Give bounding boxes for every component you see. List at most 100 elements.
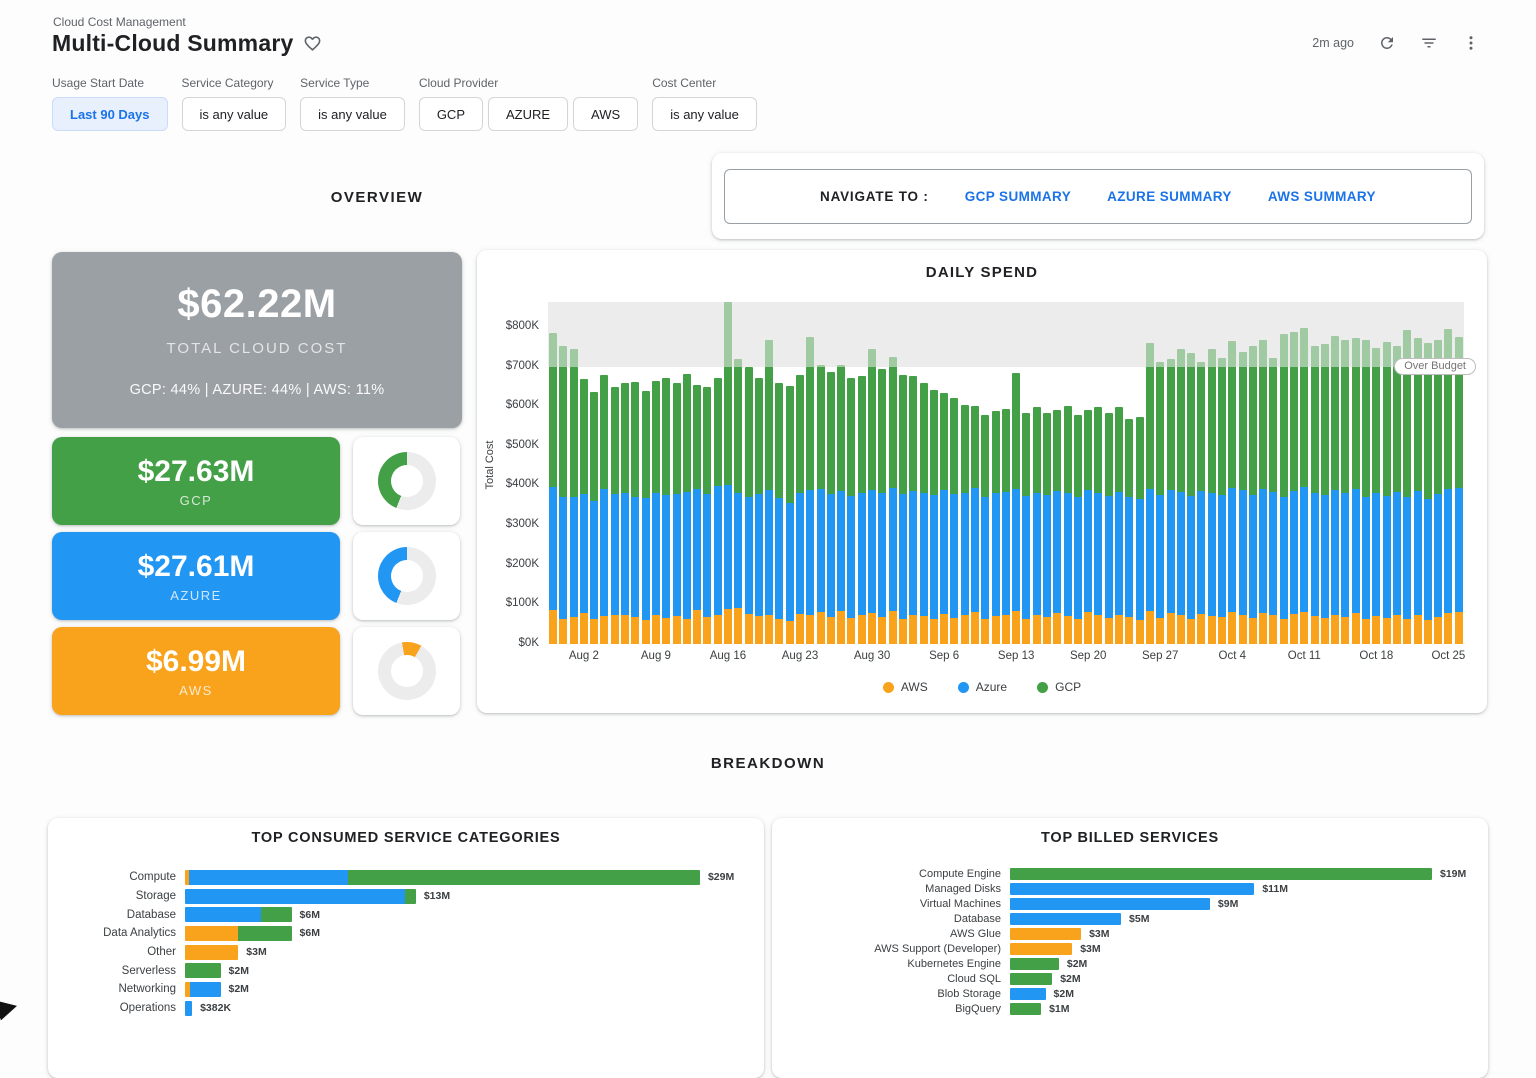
daily-bar[interactable] — [1207, 348, 1216, 644]
daily-bar[interactable] — [796, 374, 804, 644]
daily-bar[interactable] — [1269, 357, 1278, 644]
favorite-heart-icon[interactable] — [303, 34, 322, 53]
daily-bar[interactable] — [1197, 361, 1206, 644]
daily-bar[interactable] — [734, 359, 743, 644]
azure-segment[interactable] — [185, 907, 262, 923]
daily-bar[interactable] — [950, 398, 959, 644]
daily-bar[interactable] — [888, 357, 897, 644]
daily-bar[interactable] — [1259, 339, 1268, 644]
daily-bar[interactable] — [1320, 343, 1329, 644]
filter-button-azure[interactable]: AZURE — [487, 97, 569, 131]
filter-button-is-any-value[interactable]: is any value — [181, 97, 287, 131]
daily-bar[interactable] — [662, 378, 671, 644]
daily-bar[interactable] — [1423, 342, 1432, 644]
azure-segment[interactable] — [1010, 882, 1255, 895]
gcp-segment[interactable] — [1010, 1003, 1042, 1016]
daily-bar[interactable] — [1115, 407, 1124, 644]
nav-link-azure-summary[interactable]: AZURE SUMMARY — [1107, 189, 1232, 204]
daily-bar[interactable] — [754, 377, 763, 644]
gcp-segment[interactable] — [405, 888, 416, 904]
daily-bar[interactable] — [1392, 346, 1401, 644]
filter-button-aws[interactable]: AWS — [573, 97, 639, 131]
daily-bar[interactable] — [1444, 328, 1453, 644]
daily-bar[interactable] — [713, 377, 722, 644]
daily-bar[interactable] — [693, 384, 702, 644]
gcp-segment[interactable] — [1010, 973, 1053, 986]
daily-bar[interactable] — [1001, 408, 1010, 644]
azure-segment[interactable] — [188, 869, 349, 885]
daily-bar[interactable] — [929, 390, 938, 644]
daily-bar[interactable] — [785, 385, 794, 644]
aws-segment[interactable] — [1010, 943, 1073, 956]
daily-bar[interactable] — [775, 383, 784, 644]
daily-bar[interactable] — [744, 367, 753, 644]
daily-bar[interactable] — [970, 406, 979, 644]
daily-bar[interactable] — [857, 376, 866, 644]
gcp-segment[interactable] — [185, 963, 221, 979]
daily-bar[interactable] — [631, 382, 640, 644]
daily-bar[interactable] — [682, 374, 691, 644]
aws-segment[interactable] — [185, 981, 191, 997]
aws-segment[interactable] — [185, 925, 239, 941]
daily-bar[interactable] — [1145, 342, 1154, 644]
gcp-segment[interactable] — [261, 907, 292, 923]
daily-bar[interactable] — [1053, 410, 1062, 644]
daily-bar[interactable] — [1290, 331, 1299, 644]
daily-bar[interactable] — [1279, 334, 1288, 644]
daily-bar[interactable] — [878, 368, 887, 644]
daily-bar[interactable] — [641, 391, 650, 644]
nav-link-aws-summary[interactable]: AWS SUMMARY — [1267, 189, 1376, 204]
gcp-segment[interactable] — [1010, 867, 1432, 880]
daily-bar[interactable] — [549, 332, 557, 644]
azure-segment[interactable] — [1010, 912, 1122, 925]
daily-bar[interactable] — [1372, 347, 1381, 644]
daily-bar[interactable] — [847, 377, 856, 644]
daily-bar[interactable] — [919, 383, 928, 644]
daily-bar[interactable] — [621, 383, 630, 644]
daily-bar[interactable] — [1063, 406, 1072, 644]
refresh-icon[interactable] — [1378, 34, 1396, 52]
daily-bar[interactable] — [1310, 346, 1319, 644]
aws-segment[interactable] — [1010, 927, 1082, 940]
daily-bar[interactable] — [1300, 327, 1309, 644]
daily-bar[interactable] — [765, 340, 774, 644]
daily-bar[interactable] — [1238, 351, 1247, 644]
filter-button-is-any-value[interactable]: is any value — [300, 97, 405, 131]
filter-button-last-90-days[interactable]: Last 90 Days — [52, 97, 168, 131]
filter-button-gcp[interactable]: GCP — [418, 97, 483, 131]
aws-segment[interactable] — [185, 869, 189, 885]
daily-bar[interactable] — [898, 374, 907, 644]
daily-bar[interactable] — [579, 379, 588, 644]
daily-bar[interactable] — [981, 414, 990, 644]
azure-cost-tile[interactable]: $27.61M AZURE — [52, 532, 340, 620]
aws-cost-tile[interactable]: $6.99M AWS — [52, 627, 340, 715]
daily-bar[interactable] — [672, 383, 681, 644]
daily-bar[interactable] — [868, 348, 877, 644]
daily-bar[interactable] — [1176, 349, 1185, 644]
daily-bar[interactable] — [1094, 407, 1103, 644]
daily-bar[interactable] — [1382, 342, 1391, 644]
daily-bar[interactable] — [1228, 341, 1237, 644]
total-cloud-cost-tile[interactable]: $62.22M TOTAL CLOUD COST GCP: 44% | AZUR… — [52, 252, 462, 428]
daily-bar[interactable] — [1403, 330, 1412, 644]
filter-button-is-any-value[interactable]: is any value — [652, 97, 757, 131]
legend-item-aws[interactable]: AWS — [882, 680, 928, 694]
daily-bar[interactable] — [703, 387, 712, 644]
legend-item-gcp[interactable]: GCP — [1037, 680, 1081, 694]
daily-bar[interactable] — [1434, 339, 1443, 644]
daily-bar[interactable] — [569, 348, 578, 644]
daily-bar[interactable] — [1012, 372, 1021, 644]
daily-bar[interactable] — [600, 375, 609, 644]
daily-bar[interactable] — [610, 387, 619, 644]
daily-bar[interactable] — [1217, 357, 1226, 644]
daily-bar[interactable] — [1166, 359, 1175, 644]
daily-bar[interactable] — [1022, 412, 1031, 644]
daily-bar[interactable] — [1135, 416, 1144, 644]
daily-bar[interactable] — [1454, 336, 1463, 644]
azure-segment[interactable] — [185, 888, 406, 904]
daily-bar[interactable] — [909, 376, 918, 644]
azure-segment[interactable] — [190, 981, 221, 997]
gcp-segment[interactable] — [348, 869, 700, 885]
daily-bar[interactable] — [1341, 339, 1350, 644]
gcp-cost-tile[interactable]: $27.63M GCP — [52, 437, 340, 525]
